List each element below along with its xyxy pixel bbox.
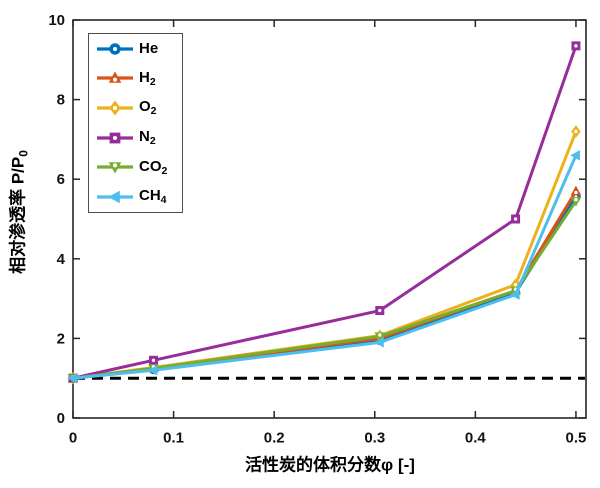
legend-item-he: He xyxy=(89,34,182,63)
x-tick-label: 0.2 xyxy=(264,429,285,446)
x-tick-label: 0.1 xyxy=(163,429,184,446)
legend-o2-sample xyxy=(97,100,133,116)
x-axis-label-text: 活性炭的体积分数φ [-] xyxy=(245,455,415,475)
y-axis-label: 相对渗透率 P/P0 xyxy=(4,150,31,274)
series-ch4-marker xyxy=(147,364,158,376)
legend-ch4-marker xyxy=(108,190,120,204)
series-h2-marker xyxy=(570,185,582,196)
legend-ch4-label: CH4 xyxy=(139,187,167,207)
x-tick-label: 0.4 xyxy=(465,429,487,446)
legend-h2-marker-center xyxy=(112,78,118,83)
series-n2-marker-center xyxy=(378,308,382,313)
legend-he-sample xyxy=(97,43,133,55)
legend-n2-marker-center xyxy=(112,135,118,140)
series-ch4-marker xyxy=(374,337,384,348)
x-tick-label: 0 xyxy=(69,429,77,446)
legend-item-h2: H2 xyxy=(89,64,182,93)
legend-item-o2: O2 xyxy=(89,94,182,123)
series-o2-marker-center xyxy=(574,129,578,134)
y-tick-label: 0 xyxy=(57,410,65,427)
legend-n2-sample xyxy=(97,132,133,144)
x-axis-label: 活性炭的体积分数φ [-] xyxy=(245,451,415,476)
legend-he-marker-center xyxy=(112,46,118,51)
series-co2-marker xyxy=(374,332,386,342)
legend-co2-marker-center xyxy=(112,163,118,168)
axes-frame xyxy=(72,19,587,419)
y-tick-label: 6 xyxy=(57,171,65,188)
y-tick-label: 8 xyxy=(57,92,65,109)
x-tick-label: 0.3 xyxy=(364,429,385,446)
legend-item-co2: CO2 xyxy=(89,153,182,182)
series-n2-marker-center xyxy=(513,217,518,221)
legend-co2-label: CO2 xyxy=(139,157,168,177)
series-he-line xyxy=(71,195,578,380)
y-tick-label: 10 xyxy=(48,12,65,29)
series-ch4-marker xyxy=(67,372,77,384)
legend-o2-marker-center xyxy=(112,106,118,111)
y-tick-label: 2 xyxy=(57,330,65,347)
y-tick-label: 4 xyxy=(57,251,66,268)
series-h2-marker-center xyxy=(574,190,578,195)
series-co2-marker xyxy=(570,197,582,207)
legend-h2-marker xyxy=(108,71,122,84)
legend-o2-label: O2 xyxy=(139,98,157,118)
y-axis-label-subscript: 0 xyxy=(16,150,31,157)
legend-co2-sample xyxy=(97,162,133,175)
legend-item-ch4: CH4 xyxy=(89,183,182,212)
series-n2-marker-center xyxy=(151,358,156,362)
series-o2-marker-center xyxy=(513,282,518,287)
legend-h2-sample xyxy=(97,71,133,84)
series-ch4-marker xyxy=(509,289,520,300)
y-axis-label-text: 相对渗透率 P/P xyxy=(8,156,28,274)
legend-n2-label: N2 xyxy=(139,127,156,148)
legend-he-label: He xyxy=(139,40,159,58)
x-tick-label: 0.5 xyxy=(566,429,587,446)
legend-h2-label: H2 xyxy=(139,68,156,88)
legend-item-n2: N2 xyxy=(89,123,182,152)
series-n2-marker-center xyxy=(574,44,578,48)
series-co2-marker-center xyxy=(574,197,578,202)
legend-ch4-sample xyxy=(97,190,133,204)
series-ch4-marker xyxy=(570,150,580,161)
series-co2-marker-center xyxy=(378,333,382,337)
legend-co2-marker xyxy=(108,162,122,175)
legend-box: He H2 O2 N2 CO2 CH4 xyxy=(88,33,183,213)
